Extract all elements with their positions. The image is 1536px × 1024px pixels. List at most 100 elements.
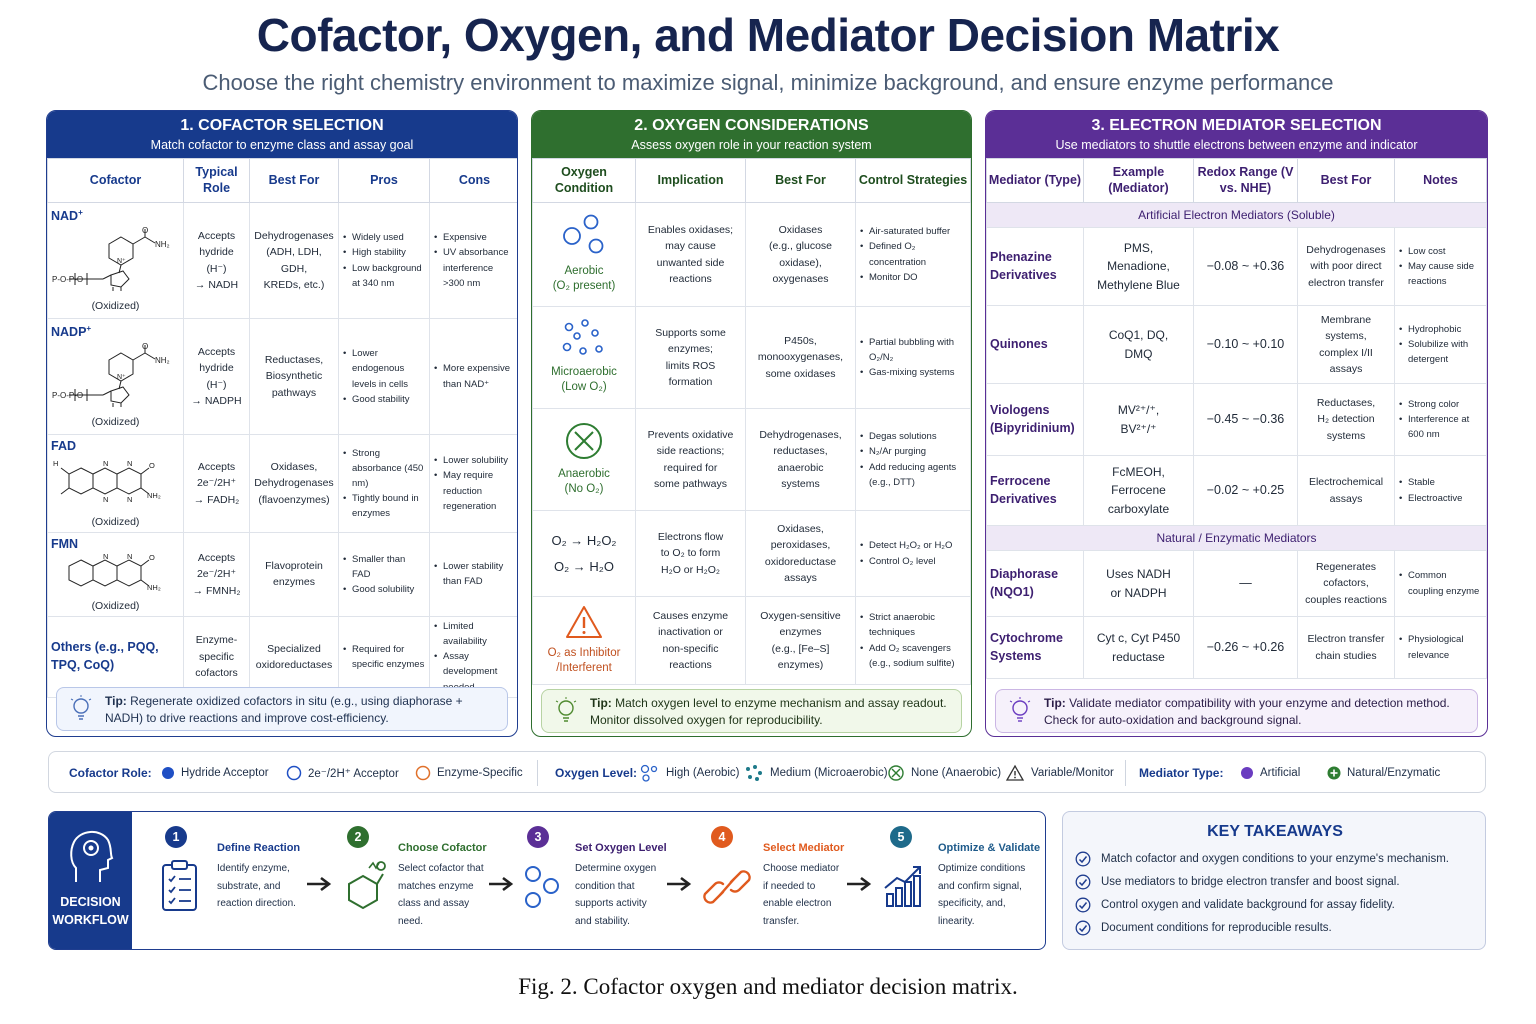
reaction-o2-h2o2: O₂ → H₂O₂ — [551, 532, 617, 548]
filled-purple-circle-icon — [1241, 767, 1253, 779]
role-cell: Accepts hydride (H⁻) → NADPH — [183, 318, 250, 435]
workflow-step-5: 5 Optimize & Validate Optimize condition… — [883, 812, 1045, 949]
best-for-cell: Membrane systems, complex I/II assays — [1297, 305, 1395, 384]
tip-label: Tip: — [1044, 696, 1066, 710]
svg-text:N: N — [103, 554, 108, 561]
table-row: Phenazine Derivatives PMS, Menadione, Methy… — [986, 227, 1487, 306]
group-header-natural: Natural / Enzymatic Mediators — [986, 525, 1487, 551]
best-for-cell: Oxygen-sensitive enzymes (e.g., [Fe–S] enzy… — [745, 596, 856, 685]
warning-triangle-icon — [566, 606, 602, 639]
legend-hydride: Hydride Acceptor — [161, 752, 269, 794]
example-cell: Cyt c, Cyt P450 reductase — [1083, 616, 1194, 679]
best-for-cell: Dehydrogenases with poor direct electron t… — [1297, 227, 1395, 306]
arrow-right-icon — [847, 876, 872, 892]
legend-no-oxygen: None (Anaerobic) — [887, 752, 1001, 794]
table-row: FMN N N O NH₂ (Oxidized) Accepts 2e⁻/2H⁺ → FM… — [47, 532, 517, 617]
cofactor-name: Others (e.g., PQQ, TPQ, CoQ) — [51, 640, 159, 672]
green-plus-icon — [1327, 766, 1341, 780]
dots-icon — [746, 765, 762, 781]
open-orange-circle-icon — [415, 765, 431, 781]
group-header-artificial: Artificial Electron Mediators (Soluble) — [986, 202, 1487, 228]
cofactor-cell: FAD H N N N O NH₂ N (Oxidized) — [47, 434, 184, 533]
workflow-step-2: 2 Choose Cofactor Select cofactor that ma… — [343, 812, 513, 949]
best-for-cell: Oxidases (e.g., glucose oxidase), oxygenase… — [745, 202, 856, 307]
best-for-cell: Electrochemical assays — [1297, 455, 1395, 526]
cofactor-name: FMN — [51, 537, 79, 551]
key-takeaways-heading: KEY TAKEAWAYS — [1207, 823, 1343, 840]
table-row: Microaerobic (Low O₂) Supports some enzyme… — [532, 306, 971, 409]
control-cell: Strict anaerobic techniquesAdd O₂ scaven… — [855, 596, 971, 685]
svg-text:N: N — [103, 459, 108, 468]
legend-oxygen-level-label: Oxygen Level: — [555, 766, 638, 780]
mediator-panel-header: 3. ELECTRON MEDIATOR SELECTION Use media… — [986, 111, 1487, 158]
column-header: Oxygen Condition — [532, 158, 636, 203]
arrow-right-icon — [489, 876, 514, 892]
oxidation-state: (Oxidized) — [91, 599, 140, 612]
redox-range-cell: −0.08 ~ +0.36 — [1193, 227, 1298, 306]
legend-artificial: Artificial — [1240, 752, 1300, 794]
svg-text:O: O — [149, 461, 155, 470]
legend-enzyme-specific: Enzyme-Specific — [415, 752, 523, 794]
check-circle-icon — [1075, 897, 1091, 913]
table-row: Cytochrome Systems Cyt c, Cyt P450 reducta… — [986, 616, 1487, 679]
lightbulb-icon — [1009, 697, 1031, 722]
pros-cell: Required for specific enzymes — [338, 615, 430, 698]
oxygen-heading: 2. OXYGEN CONSIDERATIONS — [634, 117, 869, 134]
svg-text:NH₂: NH₂ — [155, 240, 170, 249]
example-cell: FcMEOH, Ferrocene carboxylate — [1083, 455, 1194, 526]
fmn-structure-icon: N N O NH₂ — [68, 552, 161, 592]
implication-cell: Enables oxidases; may cause unwanted side r… — [635, 202, 746, 307]
control-cell: Degas solutionsN₂/Ar purgingAdd reducing… — [855, 408, 971, 511]
best-for-cell: Electron transfer chain studies — [1297, 616, 1395, 679]
column-header: Typical Role — [183, 158, 250, 203]
step-description: Identify enzyme, substrate, and reaction d… — [217, 863, 296, 909]
mediator-panel: 3. ELECTRON MEDIATOR SELECTION Use media… — [985, 110, 1488, 737]
step-description: Select cofactor that matches enzyme class … — [398, 863, 484, 927]
step-description: Optimize conditions and confirm signal, sp… — [938, 863, 1026, 927]
warning-icon — [1005, 764, 1025, 781]
oxygen-panel: 2. OXYGEN CONSIDERATIONS Assess oxygen r… — [531, 110, 972, 737]
takeaway-item: Match cofactor and oxygen conditions to … — [1075, 851, 1449, 867]
svg-text:N: N — [127, 554, 132, 561]
column-header: Mediator (Type) — [986, 158, 1084, 203]
tip-text: Validate mediator compatibility with you… — [1044, 696, 1450, 727]
best-for-cell: Dehydrogenases (ADH, LDH, GDH, KREDs, etc.… — [249, 202, 339, 319]
cofactor-tip: Tip: Regenerate oxidized cofactors in si… — [56, 687, 508, 731]
svg-text:P-O-P-O: P-O-P-O — [52, 391, 83, 400]
role-cell: Accepts 2e⁻/2H⁺ → FADH₂ — [183, 434, 250, 533]
nadp-structure-icon: O NH₂ P-O-P-O N⁺ — [52, 342, 170, 407]
cons-cell: Lower stability than FAD — [429, 532, 517, 617]
svg-text:N: N — [127, 495, 132, 504]
cofactor-name: NADP — [51, 325, 87, 340]
legend: Cofactor Role: Hydride Acceptor 2e⁻/2H⁺ … — [48, 751, 1486, 793]
notes-cell: Low costMay cause side reactions — [1394, 227, 1487, 306]
column-header: Cofactor — [47, 158, 184, 203]
notes-cell: HydrophobicSolubilize with detergent — [1394, 305, 1487, 384]
bar-chart-trend-icon — [884, 866, 921, 907]
best-for-cell: Reductases, H₂ detection systems — [1297, 383, 1395, 456]
table-row: Ferrocene Derivatives FcMEOH, Ferrocene car… — [986, 455, 1487, 526]
aerobic-bubbles-icon — [563, 214, 604, 254]
page-title: Cofactor, Oxygen, and Mediator Decision … — [256, 9, 1280, 61]
legend-medium-oxygen: Medium (Microaerobic) — [744, 752, 888, 794]
table-row: O₂ → H₂O₂ O₂ → H₂O Electrons flow to O₂ t… — [532, 510, 971, 597]
legend-cofactor-role-label: Cofactor Role: — [69, 766, 152, 780]
takeaway-item: Document conditions for reproducible res… — [1075, 920, 1332, 936]
table-row: Quinones CoQ1, DQ, DMQ −0.10 ~ +0.10 Memb… — [986, 305, 1487, 384]
pros-cell: Strong absorbance (450 nm)Tightly bound … — [338, 434, 430, 533]
oxygen-condition-cell: Microaerobic (Low O₂) — [532, 306, 636, 409]
cofactor-name: NAD — [51, 209, 79, 224]
table-row: Diaphorase (NQO1) Uses NADH or NADPH — Reg… — [986, 550, 1487, 617]
redox-range-cell: — — [1193, 550, 1298, 617]
mediator-name-cell: Phenazine Derivatives — [986, 227, 1084, 306]
oxygen-condition-cell: O₂ → H₂O₂ O₂ → H₂O — [532, 510, 636, 597]
redox-range-cell: −0.45 ~ −0.36 — [1193, 383, 1298, 456]
svg-text:NH₂: NH₂ — [147, 583, 161, 592]
best-for-cell: P450s, monooxygenases, some oxidases — [745, 306, 856, 409]
mediator-name-cell: Quinones — [986, 305, 1084, 384]
check-circle-icon — [1075, 920, 1091, 936]
column-header: Notes — [1394, 158, 1487, 203]
takeaway-item: Use mediators to bridge electron transfe… — [1075, 874, 1400, 890]
lightbulb-icon — [70, 695, 92, 720]
clipboard-checklist-icon — [162, 860, 197, 911]
